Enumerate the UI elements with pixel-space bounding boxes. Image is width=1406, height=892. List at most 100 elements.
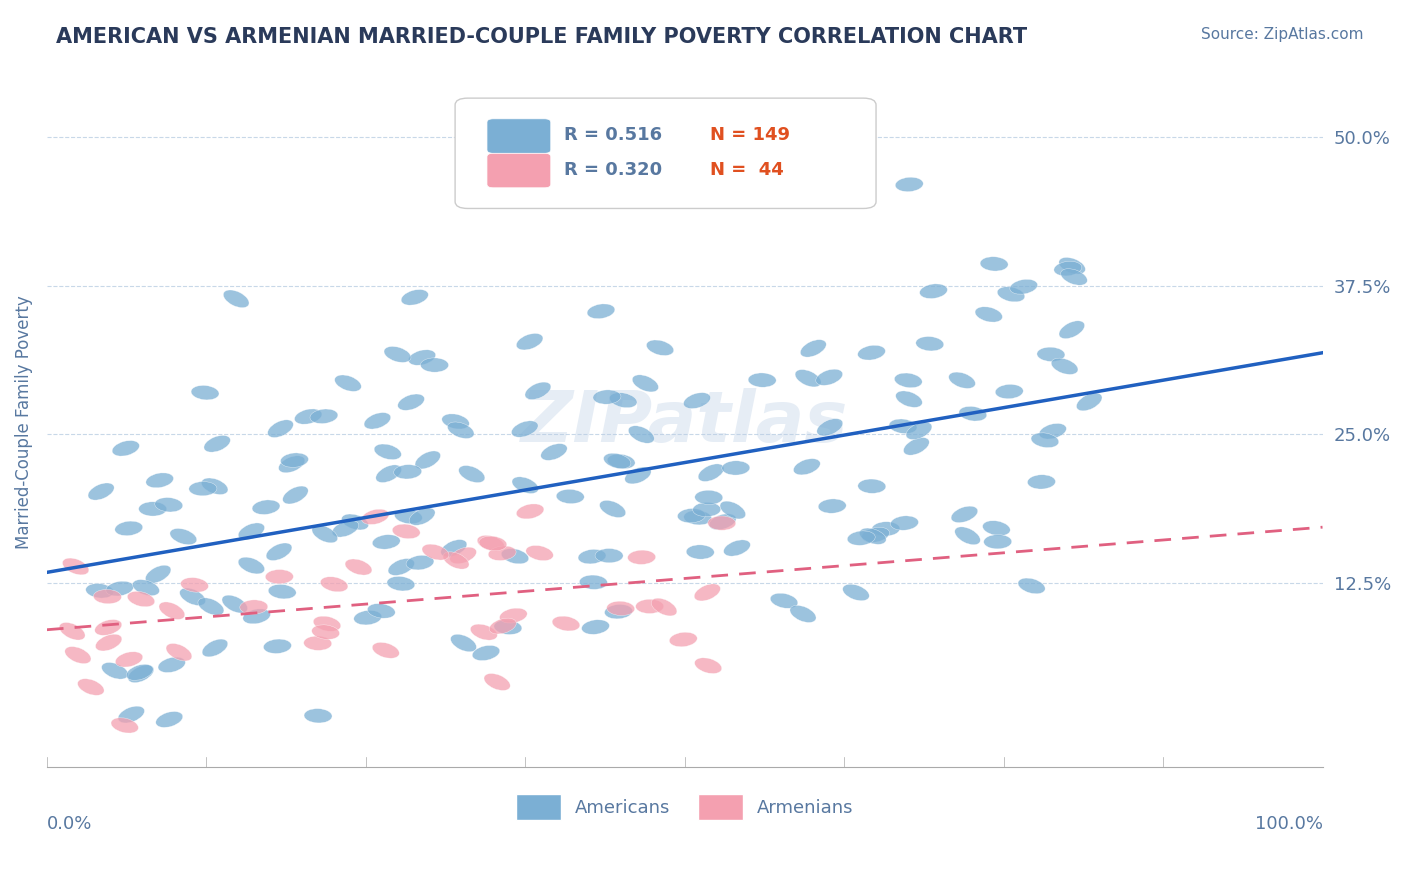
Ellipse shape — [401, 290, 429, 305]
Ellipse shape — [793, 458, 820, 475]
Ellipse shape — [314, 616, 340, 632]
Ellipse shape — [450, 547, 477, 564]
Ellipse shape — [818, 499, 846, 513]
Ellipse shape — [647, 340, 673, 356]
Ellipse shape — [204, 435, 231, 452]
Ellipse shape — [890, 516, 918, 530]
Ellipse shape — [995, 384, 1024, 399]
Ellipse shape — [794, 369, 821, 387]
Ellipse shape — [499, 608, 527, 623]
Ellipse shape — [695, 657, 721, 673]
Ellipse shape — [1052, 359, 1078, 375]
Ellipse shape — [240, 599, 267, 615]
Text: R = 0.320: R = 0.320 — [564, 161, 662, 178]
Ellipse shape — [595, 549, 623, 563]
Ellipse shape — [266, 543, 292, 560]
Ellipse shape — [422, 544, 449, 560]
Ellipse shape — [955, 527, 980, 545]
Ellipse shape — [269, 584, 297, 599]
Ellipse shape — [201, 478, 228, 494]
Ellipse shape — [699, 464, 724, 482]
Ellipse shape — [603, 453, 631, 468]
Ellipse shape — [790, 606, 815, 623]
Text: N =  44: N = 44 — [710, 161, 785, 178]
Ellipse shape — [155, 498, 183, 512]
Ellipse shape — [859, 528, 886, 544]
Ellipse shape — [553, 616, 579, 631]
Ellipse shape — [458, 466, 485, 483]
Ellipse shape — [479, 536, 506, 550]
Text: 100.0%: 100.0% — [1254, 814, 1323, 832]
Ellipse shape — [720, 501, 745, 519]
Ellipse shape — [447, 422, 474, 439]
Ellipse shape — [294, 409, 322, 425]
Ellipse shape — [96, 634, 122, 651]
Ellipse shape — [557, 490, 585, 504]
Ellipse shape — [484, 673, 510, 690]
Ellipse shape — [588, 304, 614, 318]
Ellipse shape — [450, 634, 477, 652]
Ellipse shape — [170, 528, 197, 545]
Ellipse shape — [93, 590, 121, 604]
Text: Source: ZipAtlas.com: Source: ZipAtlas.com — [1201, 27, 1364, 42]
Ellipse shape — [146, 473, 173, 488]
Ellipse shape — [375, 465, 402, 483]
Ellipse shape — [115, 521, 143, 536]
Ellipse shape — [627, 550, 655, 565]
Ellipse shape — [127, 665, 153, 681]
Ellipse shape — [862, 527, 890, 542]
Ellipse shape — [1039, 424, 1066, 439]
Ellipse shape — [472, 646, 499, 661]
Ellipse shape — [471, 624, 498, 640]
FancyBboxPatch shape — [456, 98, 876, 209]
Ellipse shape — [541, 443, 567, 460]
Ellipse shape — [77, 679, 104, 696]
Text: AMERICAN VS ARMENIAN MARRIED-COUPLE FAMILY POVERTY CORRELATION CHART: AMERICAN VS ARMENIAN MARRIED-COUPLE FAMI… — [56, 27, 1028, 46]
Ellipse shape — [202, 639, 228, 657]
Ellipse shape — [606, 601, 634, 615]
Ellipse shape — [724, 540, 751, 556]
Ellipse shape — [111, 718, 138, 733]
Ellipse shape — [748, 373, 776, 387]
Ellipse shape — [238, 558, 264, 574]
Ellipse shape — [683, 392, 710, 409]
Ellipse shape — [605, 605, 633, 619]
Ellipse shape — [252, 500, 280, 515]
Ellipse shape — [896, 178, 924, 192]
Ellipse shape — [156, 712, 183, 727]
Ellipse shape — [420, 358, 449, 372]
Ellipse shape — [180, 588, 205, 606]
Ellipse shape — [609, 392, 637, 408]
Ellipse shape — [94, 620, 122, 635]
Ellipse shape — [1059, 258, 1085, 274]
Text: ZIPatlas: ZIPatlas — [522, 388, 848, 457]
Ellipse shape — [321, 577, 347, 592]
Ellipse shape — [145, 566, 172, 583]
Ellipse shape — [238, 523, 264, 540]
Ellipse shape — [267, 420, 294, 437]
Ellipse shape — [980, 257, 1008, 271]
Ellipse shape — [243, 609, 270, 624]
Ellipse shape — [198, 598, 224, 615]
Ellipse shape — [191, 385, 219, 400]
Ellipse shape — [392, 524, 420, 539]
Ellipse shape — [974, 307, 1002, 322]
Ellipse shape — [443, 552, 470, 569]
Ellipse shape — [224, 290, 249, 308]
Ellipse shape — [915, 336, 943, 351]
Ellipse shape — [695, 491, 723, 505]
Ellipse shape — [398, 394, 425, 410]
Ellipse shape — [904, 437, 929, 455]
Ellipse shape — [373, 642, 399, 658]
Ellipse shape — [304, 636, 332, 650]
Ellipse shape — [896, 391, 922, 408]
Ellipse shape — [512, 477, 538, 493]
Ellipse shape — [582, 620, 609, 634]
Ellipse shape — [441, 414, 470, 429]
Ellipse shape — [579, 575, 607, 590]
Ellipse shape — [1054, 261, 1081, 276]
Ellipse shape — [373, 534, 401, 549]
Ellipse shape — [858, 479, 886, 493]
Ellipse shape — [516, 504, 544, 519]
FancyBboxPatch shape — [486, 119, 551, 153]
